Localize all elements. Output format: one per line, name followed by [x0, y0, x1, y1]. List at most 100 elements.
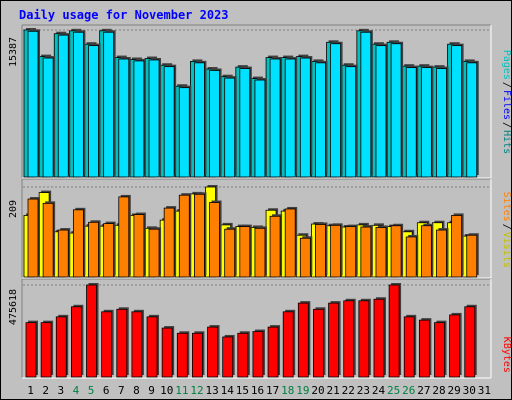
bar-kbytes-kbytes [418, 319, 430, 378]
bar-hits-files [405, 67, 417, 178]
bar-visits-sites [148, 228, 160, 278]
bar-hits-files [72, 31, 84, 178]
bar-visits-sites [88, 221, 99, 278]
bar-kbytes-kbytes [297, 302, 309, 378]
bar-kbytes-kbytes [237, 332, 249, 378]
max-label-visits: 209 [8, 200, 19, 218]
bar-visits-sites [27, 198, 39, 278]
bar-hits-files [420, 67, 432, 178]
bar-visits-sites [42, 202, 54, 278]
bar-kbytes-kbytes [116, 308, 128, 378]
bar-visits-sites [209, 202, 220, 278]
day-label: 23 [357, 384, 370, 397]
bar-visits-sites [72, 209, 84, 278]
bar-kbytes-kbytes [313, 308, 324, 378]
legend-visits-part: Visits [501, 232, 511, 268]
bar-visits-sites [299, 237, 311, 278]
bar-kbytes-kbytes [464, 306, 476, 378]
day-label: 13 [205, 384, 218, 397]
day-label: 20 [311, 384, 324, 397]
bar-visits-sites [194, 193, 205, 278]
bar-visits-sites [451, 215, 463, 278]
bar-kbytes-kbytes [101, 311, 113, 378]
bar-kbytes-kbytes [434, 322, 445, 378]
legend-visits-part: Sites [501, 192, 511, 222]
bar-hits-files [360, 31, 372, 178]
bar-kbytes-kbytes [222, 336, 234, 378]
bar-hits-files [88, 45, 99, 178]
day-label: 26 [402, 384, 415, 397]
bar-hits-files [269, 58, 281, 178]
legend-hits-part: / [501, 82, 511, 88]
bar-hits-files [224, 77, 236, 178]
day-label: 28 [432, 384, 445, 397]
bar-kbytes-kbytes [161, 327, 173, 378]
day-label: 25 [387, 384, 400, 397]
day-label: 31 [478, 384, 491, 397]
day-label: 11 [175, 384, 188, 397]
bar-visits-sites [239, 226, 251, 278]
day-label: 12 [190, 384, 203, 397]
bar-hits-files [133, 60, 145, 178]
bar-visits-sites [224, 228, 236, 278]
bar-visits-sites [360, 226, 372, 278]
day-label: 6 [103, 384, 110, 397]
day-label: 21 [327, 384, 340, 397]
bar-visits-sites [420, 225, 432, 278]
bar-visits-sites [405, 236, 417, 278]
bar-visits-sites [436, 229, 447, 278]
day-label: 15 [236, 384, 249, 397]
bar-kbytes-kbytes [373, 298, 385, 378]
day-label: 1 [27, 384, 34, 397]
bar-kbytes-kbytes [146, 316, 158, 378]
legend-hits-part: Files [501, 90, 511, 120]
bar-hits-files [436, 68, 447, 178]
day-label: 3 [58, 384, 65, 397]
bar-kbytes-kbytes [343, 300, 355, 378]
chart-title: Daily usage for November 2023 [19, 8, 229, 22]
day-label: 24 [372, 384, 386, 397]
bar-visits-sites [345, 226, 357, 278]
bar-kbytes-kbytes [358, 300, 370, 378]
day-label: 10 [160, 384, 173, 397]
bar-hits-files [299, 57, 311, 178]
bar-visits-sites [466, 234, 478, 278]
bar-hits-files [57, 34, 69, 178]
bar-hits-files [118, 58, 130, 178]
day-label: 19 [296, 384, 309, 397]
day-label: 14 [221, 384, 235, 397]
bar-visits-sites [103, 223, 115, 278]
bar-kbytes-kbytes [403, 316, 415, 378]
bar-visits-sites [118, 196, 130, 278]
bar-hits-files [27, 30, 39, 178]
day-label: 16 [251, 384, 264, 397]
bar-kbytes-kbytes [449, 314, 461, 378]
bar-visits-sites [57, 229, 69, 278]
max-label-kbytes: 475618 [8, 289, 19, 325]
bar-kbytes-kbytes [40, 322, 52, 378]
bar-visits-sites [375, 227, 387, 278]
day-label: 22 [342, 384, 355, 397]
bar-hits-files [42, 57, 54, 178]
bar-hits-files [451, 45, 463, 178]
bar-hits-files [284, 58, 296, 178]
bar-hits-files [375, 45, 387, 178]
bar-kbytes-kbytes [70, 306, 82, 378]
bar-kbytes-kbytes [252, 331, 264, 378]
bar-kbytes-kbytes [25, 322, 37, 378]
bar-hits-files [194, 62, 205, 178]
legend-visits-part: / [501, 224, 511, 230]
bar-visits-sites [284, 208, 296, 278]
bar-visits-sites [330, 224, 341, 278]
bar-hits-files [178, 87, 190, 178]
bar-kbytes-kbytes [192, 332, 203, 378]
day-label: 8 [133, 384, 140, 397]
bar-visits-sites [163, 207, 175, 278]
bar-hits-files [239, 68, 251, 178]
day-label: 2 [42, 384, 49, 397]
legend-kbytes-part: KBytes [501, 337, 511, 373]
bar-hits-files [103, 31, 115, 178]
bar-hits-files [254, 79, 266, 178]
